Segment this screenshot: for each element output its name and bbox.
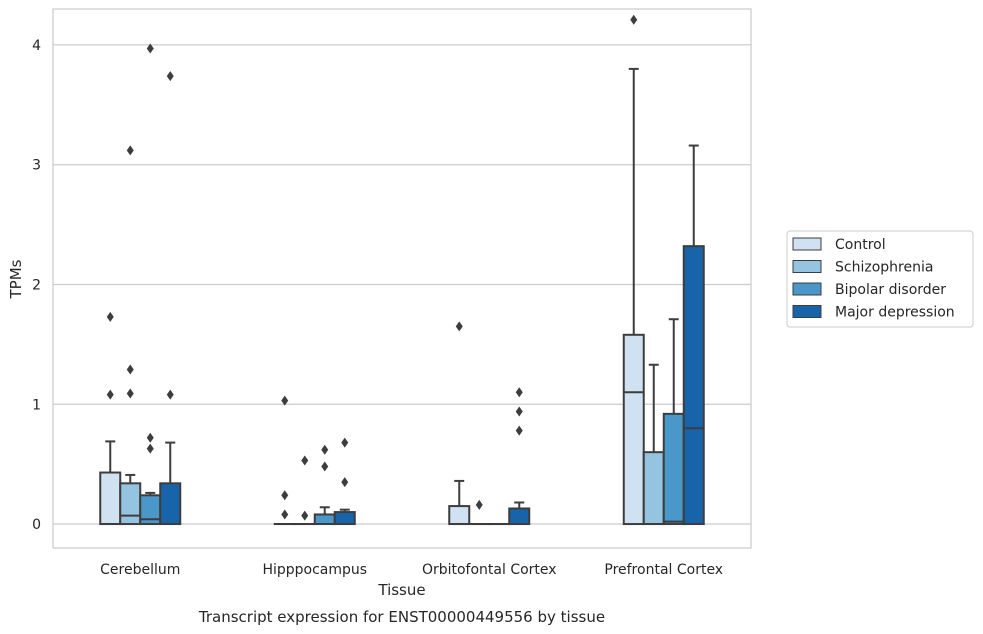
box [99, 471, 122, 526]
legend: Control Schizophrenia Bipolar disorder Majo… [786, 230, 974, 328]
box-schizophrenia [293, 455, 316, 526]
outlier-point [281, 395, 289, 406]
box-schizophrenia [642, 363, 665, 526]
outlier-point [166, 71, 174, 82]
legend-label: Major depression [835, 305, 955, 321]
box [333, 511, 356, 526]
box-schizophrenia [468, 499, 491, 526]
box [119, 482, 142, 526]
box [622, 333, 645, 526]
box-control [622, 14, 645, 526]
box-major-depression [333, 437, 356, 526]
legend-swatch [792, 305, 822, 318]
outlier-point [281, 490, 289, 501]
outlier-point [341, 437, 349, 448]
y-axis-label: TPMs [7, 259, 25, 299]
y-tick-label: 0 [32, 517, 41, 533]
box [159, 482, 182, 526]
box-control [448, 321, 471, 526]
box [448, 505, 471, 526]
outlier-point [126, 388, 134, 399]
box-bipolar-disorder [313, 444, 336, 526]
legend-swatch [792, 237, 822, 251]
box-bipolar-disorder [139, 43, 162, 526]
y-axis-ticks: 0 1 2 3 4 [32, 38, 41, 533]
outlier-point [630, 14, 638, 25]
box-major-depression [159, 71, 182, 526]
outlier-point [515, 425, 523, 436]
outlier-point [515, 387, 523, 398]
outlier-point [106, 311, 114, 322]
outlier-point [321, 444, 329, 455]
plot-series [99, 14, 705, 526]
outlier-point [106, 389, 114, 400]
outlier-point [146, 43, 154, 54]
outlier-point [146, 432, 154, 443]
box [682, 245, 705, 526]
outlier-point [281, 509, 289, 520]
y-tick-label: 3 [32, 158, 41, 174]
box-control [99, 311, 122, 526]
outlier-point [126, 364, 134, 375]
outlier-point [321, 461, 329, 472]
box [642, 451, 665, 526]
y-tick-label: 2 [32, 277, 41, 293]
x-tick-label: Prefrontal Cortex [604, 562, 723, 578]
legend-label: Bipolar disorder [835, 282, 946, 298]
outlier-point [301, 510, 309, 521]
x-tick-label: Cerebellum [100, 562, 180, 578]
box-major-depression [508, 387, 531, 526]
legend-frame [786, 230, 974, 328]
box-control [273, 395, 296, 526]
outlier-point [515, 406, 523, 417]
plot-frame [52, 8, 752, 549]
outlier-point [126, 145, 134, 156]
box-schizophrenia [119, 145, 142, 526]
box [313, 513, 336, 526]
chart-caption: Transcript expression for ENST0000044955… [198, 608, 605, 626]
legend-label: Schizophrenia [835, 260, 933, 276]
outlier-point [475, 499, 483, 510]
box [508, 507, 531, 526]
x-axis-ticks: Cerebellum Hipppocampus Orbitofontal Corte… [100, 562, 723, 578]
outlier-point [301, 455, 309, 466]
x-tick-label: Hipppocampus [262, 562, 367, 578]
x-axis-label: Tissue [377, 581, 425, 599]
outlier-point [455, 321, 463, 332]
legend-swatch [792, 260, 822, 273]
box [662, 412, 685, 526]
legend-label: Control [835, 237, 886, 253]
box-bipolar-disorder [662, 318, 685, 526]
outlier-point [341, 477, 349, 488]
box-major-depression [682, 144, 705, 526]
y-tick-label: 4 [32, 38, 41, 54]
outlier-point [166, 389, 174, 400]
x-tick-label: Orbitofontal Cortex [422, 562, 557, 578]
legend-swatch [792, 282, 822, 296]
outlier-point [146, 443, 154, 454]
y-tick-label: 1 [32, 397, 41, 413]
